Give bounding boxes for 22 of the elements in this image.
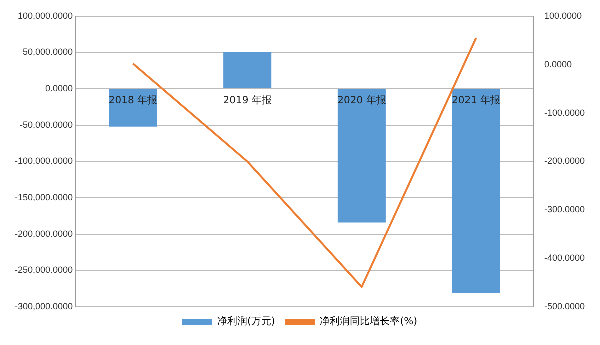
y-tick-label: -150,000.0000 — [14, 192, 74, 203]
y2-tick-label: -400.0000 — [544, 253, 586, 264]
y-tick-label: 0.0000 — [46, 84, 74, 94]
y2-tick-label: -200.0000 — [544, 156, 586, 166]
y2-tick-label: 0.0000 — [544, 59, 572, 70]
y-tick-label: -200,000.0000 — [14, 228, 74, 239]
y2-tick-label: -300.0000 — [544, 204, 586, 215]
y-tick-label: 50,000.0000 — [22, 47, 74, 58]
x-tick-label: 2021 年报 — [452, 94, 501, 107]
y2-tick-label: 100.0000 — [544, 10, 582, 21]
y-tick-label: 100,000.0000 — [18, 10, 74, 21]
y-tick-label: -250,000.0000 — [14, 265, 74, 276]
legend-label: 净利润(万元) — [217, 316, 276, 328]
y2-tick-label: -100.0000 — [544, 108, 586, 118]
y-tick-label: -50,000.0000 — [20, 120, 74, 130]
y-tick-label: -300,000.0000 — [14, 301, 74, 312]
x-tick-label: 2019 年报 — [223, 94, 272, 107]
x-tick-label: 2020 年报 — [338, 94, 386, 107]
legend-label: 净利润同比增长率(%) — [320, 316, 418, 328]
y2-tick-label: -500.0000 — [544, 301, 586, 312]
y-tick-label: -100,000.0000 — [14, 156, 74, 166]
x-tick-label: 2018 年报 — [108, 94, 158, 107]
